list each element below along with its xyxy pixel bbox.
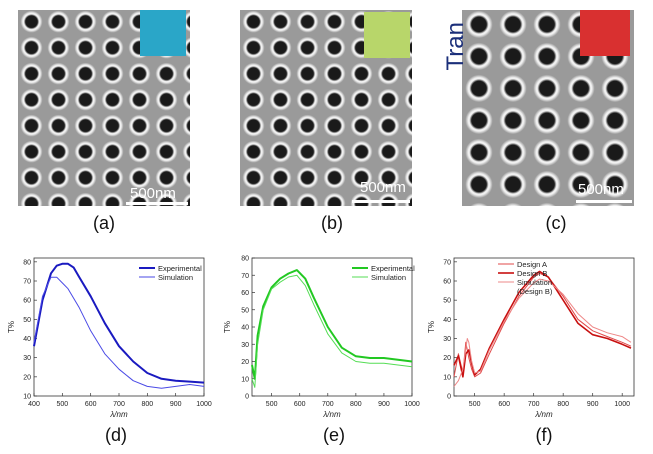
x-tick-label: 500 (469, 401, 481, 408)
series-line-1 (453, 270, 632, 378)
y-tick-label: 20 (443, 355, 451, 362)
panel-label-a: (a) (93, 213, 115, 233)
color-swatch-a (140, 10, 186, 56)
transmission-chart-d: 400 500 600 700 800 900 1000 10 20 30 40 50 60 70 80 λ/… (7, 257, 212, 419)
x-axis-label: λ/nm (322, 410, 341, 419)
x-tick-label: 700 (113, 401, 125, 408)
x-tick-label: 1000 (404, 401, 420, 408)
panel-label-c: (c) (545, 213, 567, 233)
x-tick-label: 1000 (196, 401, 212, 408)
y-tick-label: 20 (23, 374, 31, 381)
y-tick-label: 70 (241, 273, 249, 280)
y-tick-label: 50 (23, 317, 31, 324)
x-tick-label: 500 (56, 401, 68, 408)
x-axis-label: λ/nm (534, 410, 553, 419)
y-tick-label: 80 (23, 259, 31, 266)
y-tick-label: 80 (241, 256, 249, 263)
y-tick-label: 10 (241, 376, 249, 383)
legend-entry: Experimental (158, 264, 202, 273)
y-axis-label: T% (427, 321, 436, 333)
x-tick-label: 700 (322, 401, 334, 408)
y-tick-label: 20 (241, 359, 249, 366)
x-tick-label: 700 (528, 401, 540, 408)
x-tick-label: 600 (294, 401, 306, 408)
x-tick-label: 600 (85, 401, 97, 408)
series-line-0 (251, 269, 413, 380)
legend-entry: Experimental (371, 264, 415, 273)
y-tick-label: 40 (23, 336, 31, 343)
panel-label-f: (f) (535, 425, 553, 445)
y-tick-label: 0 (245, 394, 249, 401)
y-tick-label: 50 (241, 307, 249, 314)
x-tick-label: 900 (587, 401, 599, 408)
series-line-2 (453, 278, 632, 387)
series-line-1 (251, 274, 413, 388)
y-tick-label: 70 (23, 279, 31, 286)
transmission-chart-e: 500 600 700 800 900 1000 0 10 20 30 40 50 60 70 80 λ/nm… (223, 256, 420, 420)
legend-entry: Simulation (517, 278, 552, 287)
y-tick-label: 30 (241, 342, 249, 349)
y-axis-label: T% (7, 321, 16, 333)
y-tick-label: 40 (443, 317, 451, 324)
legend-entry: Simulation (158, 273, 193, 282)
y-tick-label: 30 (23, 355, 31, 362)
series-line-0 (33, 262, 205, 384)
panel-label-d: (d) (105, 425, 127, 445)
scale-label-c: 500nm (578, 181, 624, 198)
y-tick-label: 60 (23, 298, 31, 305)
plot-frame (453, 257, 635, 397)
x-tick-label: 900 (170, 401, 182, 408)
sem-image-c: 500nm (462, 10, 634, 206)
y-tick-label: 60 (443, 279, 451, 286)
scale-bar-b (352, 200, 410, 203)
y-tick-label: 50 (443, 298, 451, 305)
sem-image-b: 500nm (240, 10, 412, 206)
y-tick-label: 10 (23, 394, 31, 401)
scale-bar-c (576, 200, 632, 203)
scale-label-a: 500nm (130, 185, 176, 202)
panel-label-e: (e) (323, 425, 345, 445)
y-tick-label: 60 (241, 290, 249, 297)
x-tick-label: 800 (557, 401, 569, 408)
panel-label-b: (b) (321, 213, 343, 233)
legend-entry: (Design B) (517, 287, 553, 296)
sem-image-a: 500nm (18, 10, 190, 206)
legend-entry: Design B (517, 269, 547, 278)
series-line-1 (33, 276, 205, 389)
legend-entry: Simulation (371, 273, 406, 282)
x-axis-label: λ/nm (109, 410, 128, 419)
scale-label-b: 500nm (360, 179, 406, 196)
legend-entry: Design A (517, 260, 547, 269)
y-tick-label: 0 (447, 394, 451, 401)
x-tick-label: 800 (141, 401, 153, 408)
x-tick-label: 500 (266, 401, 278, 408)
y-tick-label: 40 (241, 325, 249, 332)
transmission-chart-f: 500 600 700 800 900 1000 0 10 20 30 40 50 60 70 λ/nm T%… (427, 257, 635, 419)
y-axis-label: T% (223, 321, 232, 333)
x-tick-label: 900 (378, 401, 390, 408)
overlay-text-c: Tran (442, 22, 469, 71)
scale-bar-a (126, 202, 188, 205)
color-swatch-b (364, 12, 410, 58)
x-tick-label: 600 (498, 401, 510, 408)
x-tick-label: 800 (350, 401, 362, 408)
x-tick-label: 400 (28, 401, 40, 408)
x-tick-label: 1000 (614, 401, 630, 408)
y-tick-label: 10 (443, 374, 451, 381)
y-tick-label: 30 (443, 336, 451, 343)
color-swatch-c (580, 10, 630, 56)
y-tick-label: 70 (443, 259, 451, 266)
